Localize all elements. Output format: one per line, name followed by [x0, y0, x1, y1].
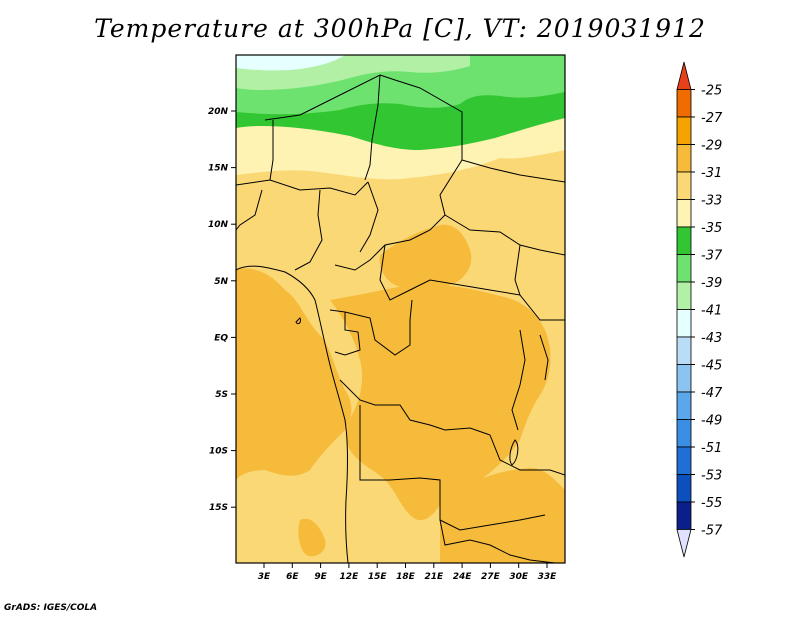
- colorbar-label: -37: [701, 249, 723, 264]
- latitude-label: 20N: [208, 107, 229, 117]
- coastline: [236, 265, 519, 563]
- colorbar-swatch: [676, 419, 692, 448]
- colorbar-label: -49: [701, 414, 722, 429]
- colorbar-label: -25: [701, 84, 722, 99]
- latitude-label: EQ: [214, 333, 228, 343]
- colorbar-label: -51: [701, 441, 722, 456]
- country-borders: [236, 74, 565, 563]
- map-title: Temperature at 300hPa [C], VT: 201903191…: [94, 14, 706, 43]
- colorbar-swatch: [676, 309, 692, 338]
- band-minus-29-north: [379, 224, 472, 290]
- colorbar-swatch: [676, 281, 692, 310]
- map-frame: [235, 54, 566, 564]
- latitude-label: 15N: [208, 164, 229, 174]
- colorbar-swatch: [676, 391, 692, 420]
- longitude-label: 27E: [481, 572, 501, 582]
- grads-credit: GrADS: IGES/COLA: [4, 603, 98, 613]
- longitude-label: 9E: [314, 572, 327, 582]
- longitude-label: 12E: [340, 572, 360, 582]
- colorbar-swatch: [676, 226, 692, 255]
- latitude-axis: 20N 15N 10N 5N EQ 5S 10S 15S: [208, 107, 236, 513]
- colorbar-swatch: [676, 474, 692, 503]
- colorbar-swatch: [676, 446, 692, 475]
- colorbar-swatch: [676, 364, 692, 393]
- longitude-label: 6E: [286, 572, 299, 582]
- colorbar-swatch: [676, 501, 692, 530]
- longitude-label: 33E: [538, 572, 558, 582]
- latitude-label: 5N: [214, 277, 228, 287]
- temperature-field: [236, 55, 565, 563]
- longitude-label: 30E: [509, 572, 529, 582]
- band-minus-43: [236, 55, 345, 71]
- band-minus-29-south: [298, 518, 326, 557]
- colorbar-label: -53: [701, 469, 722, 484]
- colorbar-label: -33: [701, 194, 722, 209]
- colorbar-label: -35: [701, 221, 722, 236]
- longitude-label: 21E: [424, 572, 444, 582]
- colorbar-label: -41: [701, 304, 722, 319]
- latitude-label: 10S: [209, 447, 228, 457]
- longitude-label: 3E: [258, 572, 271, 582]
- colorbar-label: -47: [701, 386, 723, 401]
- colorbar-label: -57: [701, 524, 723, 539]
- colorbar: -25 -27 -29 -31 -33 -35 -37 -39 -41 -43 -45 -47 -49 -…: [676, 61, 723, 558]
- colorbar-swatch: [676, 336, 692, 365]
- colorbar-label: -55: [701, 496, 722, 511]
- colorbar-swatch: [676, 144, 692, 173]
- latitude-label: 10N: [208, 220, 229, 230]
- colorbar-label: -27: [701, 111, 723, 126]
- colorbar-swatch: [676, 254, 692, 283]
- band-minus-29-southeast: [440, 468, 565, 563]
- latitude-label: 5S: [215, 390, 228, 400]
- colorbar-label: -39: [701, 276, 722, 291]
- colorbar-swatch: [676, 199, 692, 228]
- colorbar-swatch: [676, 171, 692, 200]
- colorbar-label: -45: [701, 359, 722, 374]
- colorbar-swatch: [676, 529, 692, 558]
- colorbar-swatch: [676, 61, 692, 90]
- longitude-axis: 3E 6E 9E 12E 15E 18E 21E 24E 27E 30E 33E: [258, 563, 557, 582]
- colorbar-label: -29: [701, 139, 722, 154]
- latitude-label: 15S: [209, 503, 228, 513]
- band-minus-29-center: [330, 284, 551, 521]
- longitude-label: 18E: [396, 572, 416, 582]
- colorbar-label: -31: [701, 166, 722, 181]
- longitude-label: 24E: [453, 572, 473, 582]
- colorbar-swatch: [676, 89, 692, 118]
- colorbar-swatch: [676, 116, 692, 145]
- colorbar-label: -43: [701, 331, 722, 346]
- longitude-label: 15E: [368, 572, 388, 582]
- band-minus-29-west: [236, 268, 352, 480]
